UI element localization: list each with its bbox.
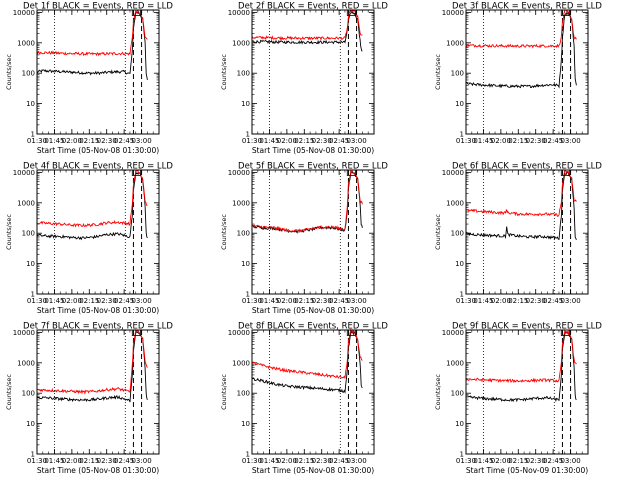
y-tick-label: 100 [22,70,35,78]
y-tick-label: 10 [455,100,464,108]
y-tick-label: 10000 [13,169,35,177]
events-series-line [466,172,576,240]
y-tick-label: 10 [241,420,250,428]
x-tick-label: 03:00 [560,457,580,465]
plot-frame [252,170,374,294]
y-tick-label: 100 [451,230,464,238]
y-tick-label: 10 [26,100,35,108]
y-tick-label: 100 [237,70,250,78]
detector-panel-5: Det 5f BLACK = Events, RED = LLD Counts/s… [220,162,388,316]
lld-series-line [252,10,362,40]
y-tick-label: 10 [455,420,464,428]
plot-frame [466,10,588,134]
y-axis-label: Counts/sec [220,214,228,250]
x-tick-label: 03:00 [131,137,151,145]
x-tick-label: 03:00 [560,137,580,145]
x-tick-label: 03:00 [131,457,151,465]
lld-series-line [37,171,147,227]
y-tick-label: 100 [237,230,250,238]
x-axis-label: Start Time (05-Nov-08 01:30:00) [252,306,374,315]
y-tick-label: 10 [26,420,35,428]
y-tick-label: 100 [237,390,250,398]
plot-frame [37,170,159,294]
y-axis-label: Counts/sec [220,374,228,410]
detector-panel-7: Det 7f BLACK = Events, RED = LLDCounts/s… [5,322,173,476]
events-series-line [466,332,576,401]
x-axis-label: Start Time (05-Nov-08 01:30:00) [252,466,374,475]
y-tick-label: 1000 [232,199,250,207]
lld-series-line [466,331,576,382]
y-tick-label: 10000 [228,169,250,177]
y-tick-label: 1000 [446,359,464,367]
events-series-line [252,331,362,392]
y-tick-label: 10000 [442,169,464,177]
y-axis-label: Counts/sec [434,214,442,250]
y-axis-label: Counts/sec [5,214,13,250]
lld-series-line [252,330,362,379]
detector-panel-8: Det 8f BLACK = Events, RED = LLD Counts/s… [220,322,388,476]
x-axis-label: Start Time (05-Nov-08 01:30:00) [37,466,159,475]
y-tick-label: 1000 [232,359,250,367]
y-tick-label: 1000 [17,359,35,367]
detector-plots-grid: Det 1f BLACK = Events, RED = LLDCounts/s… [0,0,640,480]
y-tick-label: 10 [241,260,250,268]
x-axis-label: Start Time (05-Nov-08 01:30:00) [37,146,159,155]
y-tick-label: 10000 [228,329,250,337]
lld-series-line [466,10,576,47]
y-tick-label: 100 [22,390,35,398]
detector-panel-2: Det 2f BLACK = Events, RED = LLDCounts/s… [220,2,388,156]
lld-series-line [466,170,576,216]
x-axis-label: Start Time (05-Nov-08 01:30:00) [252,146,374,155]
detector-panel-4: Det 4f BLACK = Events, RED = LLDCounts/s… [5,162,173,316]
y-axis-label: Counts/sec [220,54,228,90]
x-tick-label: 03:00 [131,297,151,305]
events-series-line [252,12,362,51]
y-tick-label: 10 [455,260,464,268]
x-tick-label: 03:00 [346,457,366,465]
lld-series-line [37,10,147,55]
y-axis-label: Counts/sec [5,374,13,410]
y-tick-label: 100 [451,70,464,78]
y-axis-label: Counts/sec [434,54,442,90]
plot-frame [252,330,374,454]
y-axis-label: Counts/sec [434,374,442,410]
y-tick-label: 10 [241,100,250,108]
y-tick-label: 10000 [442,9,464,17]
y-tick-label: 10000 [442,329,464,337]
plot-frame [252,10,374,134]
y-tick-label: 1000 [232,39,250,47]
detector-panel-9: Det 9f BLACK = Events, RED = LLD Counts/s… [434,322,602,476]
y-tick-label: 1000 [446,199,464,207]
y-tick-label: 10 [26,260,35,268]
y-tick-label: 1000 [17,199,35,207]
y-tick-label: 1000 [17,39,35,47]
plot-frame [466,170,588,294]
x-tick-label: 03:00 [346,297,366,305]
x-axis-label: Start Time (05-Nov-09 01:30:00) [466,466,588,475]
y-tick-label: 1000 [446,39,464,47]
y-tick-label: 10000 [228,9,250,17]
events-series-line [466,12,576,87]
x-axis-label: Start Time (05-Nov-08 01:30:00) [37,306,159,315]
detector-panel-3: Det 3f BLACK = Events, RED = LLD Counts/s… [434,2,602,146]
x-tick-label: 03:00 [346,137,366,145]
events-series-line [37,172,147,239]
lld-series-line [252,171,362,232]
y-tick-label: 10000 [13,9,35,17]
y-axis-label: Counts/sec [5,54,13,90]
y-tick-label: 10000 [13,329,35,337]
plot-frame [466,330,588,454]
x-tick-label: 03:00 [560,297,580,305]
plot-frame [37,330,159,454]
detector-panel-1: Det 1f BLACK = Events, RED = LLD Counts/s… [5,2,173,156]
y-tick-label: 100 [451,390,464,398]
y-tick-label: 100 [22,230,35,238]
detector-panel-6: Det 6f BLACK = Events, RED = LLDCounts/s… [434,162,602,306]
lld-series-line [37,330,147,393]
